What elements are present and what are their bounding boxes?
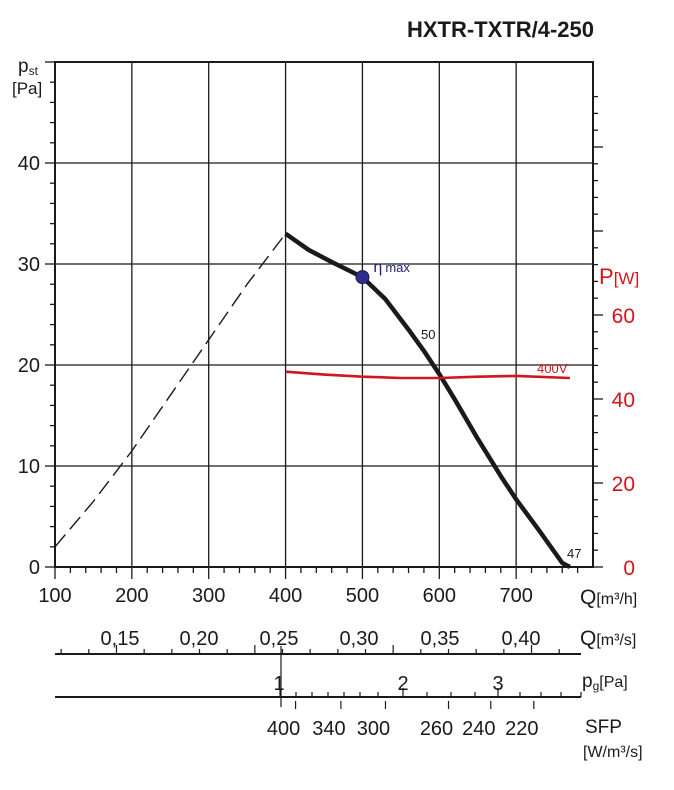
x-tick-label: 600	[423, 585, 456, 607]
x-tick-label: 300	[192, 585, 225, 607]
sfp-tick-label: 340	[312, 718, 345, 740]
y2-tick-label: 40	[612, 389, 635, 412]
pg-tick-label: 3	[492, 673, 503, 695]
axis-ticks	[45, 61, 603, 579]
y2-axis-label-main: P	[599, 264, 614, 289]
q-s-axis-label-unit: [m³/s]	[596, 632, 636, 649]
y-tick-label: 20	[18, 355, 40, 377]
q-s-axis-label: Q[m³/s]	[580, 627, 636, 650]
y-tick-label: 40	[18, 153, 40, 175]
q-s-axis-label-main: Q	[580, 627, 596, 650]
y2-tick-label: 0	[623, 557, 635, 580]
fan-curve-end-label: 47	[567, 546, 581, 561]
pg-tick-label: 1	[273, 673, 284, 695]
q-s-tick-label: 0,30	[340, 628, 379, 650]
q-s-tick-label: 0,15	[101, 628, 140, 650]
y2-tick-label: 20	[612, 473, 635, 496]
x-tick-label: 500	[346, 585, 379, 607]
sfp-tick-label: 300	[357, 718, 390, 740]
sfp-axis-unit: [W/m³/s]	[583, 744, 643, 761]
chart-title: HXTR-TXTR/4-250	[407, 17, 594, 42]
y2-axis-label-unit: [W]	[614, 269, 640, 288]
fan-curve-label: 50	[421, 327, 435, 342]
x-axis-label: Q[m³/h]	[580, 586, 637, 609]
x-tick-label: 400	[269, 585, 302, 607]
pg-tick-label: 2	[397, 673, 408, 695]
x-axis-label-main: Q	[580, 586, 596, 609]
eta-max-text: max	[385, 260, 410, 275]
y-axis-label-main: p	[18, 56, 29, 77]
pg-axis-label-unit: [Pa]	[599, 674, 627, 691]
x-tick-label: 200	[115, 585, 148, 607]
sfp-tick-label: 220	[505, 718, 538, 740]
eta-max-point	[355, 270, 370, 285]
y-axis-label: pst	[18, 56, 39, 78]
x-tick-label: 700	[499, 585, 532, 607]
y-axis-unit: [Pa]	[12, 79, 42, 98]
y-tick-label: 10	[18, 456, 40, 478]
system-curve-line	[54, 233, 287, 548]
pg-axis-label-sub: g	[593, 679, 600, 693]
q-s-tick-label: 0,25	[260, 628, 299, 650]
grid-lines	[54, 61, 594, 568]
data-series: 50 47 400V η max	[54, 231, 581, 569]
sfp-tick-label: 260	[420, 718, 453, 740]
secondary-scales: 0,15 0,20 0,25 0,30 0,35 0,40 1 2 3 400 340 300 260 2…	[55, 628, 582, 740]
y-axis-label-sub: st	[29, 64, 39, 78]
eta-max-label: η max	[373, 259, 410, 276]
x-axis-label-unit: [m³/h]	[596, 591, 637, 608]
y-tick-label: 30	[18, 254, 40, 276]
power-curve-label: 400V	[537, 361, 568, 376]
y2-tick-label: 60	[612, 305, 635, 328]
q-s-tick-label: 0,40	[502, 628, 541, 650]
sfp-axis-label: SFP	[585, 717, 622, 738]
power-curve-line	[285, 370, 570, 380]
sfp-tick-label: 400	[267, 718, 300, 740]
y-tick-label: 0	[29, 557, 40, 579]
sfp-tick-label: 240	[462, 718, 495, 740]
pg-axis-label-main: p	[582, 671, 593, 692]
x-tick-label: 100	[38, 585, 71, 607]
q-s-tick-label: 0,35	[421, 628, 460, 650]
fan-curve-line	[284, 231, 571, 569]
q-s-tick-label: 0,20	[180, 628, 219, 650]
eta-symbol: η	[373, 259, 382, 276]
pg-axis-label: pg[Pa]	[582, 671, 628, 693]
y2-axis-label: P[W]	[599, 264, 639, 289]
